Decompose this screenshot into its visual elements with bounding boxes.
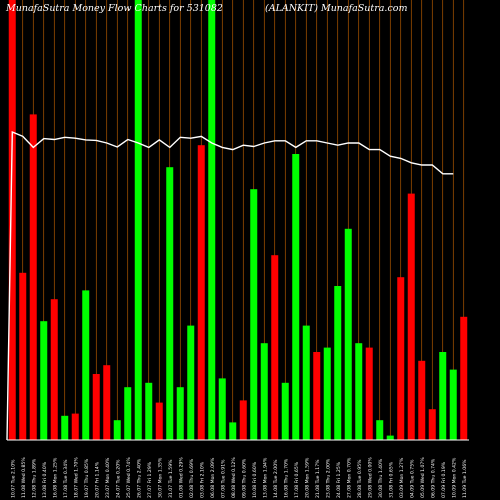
bar [40,321,48,440]
x-tick-label: 10.09 Mon 0.42% [451,457,457,498]
money-flow-line [6,130,454,441]
x-tick-label: 03.08 Fri 2.10% [199,461,205,498]
bar [355,343,363,440]
x-tick-label: 19.07 Thu 0.85% [84,458,90,498]
bar [418,360,426,440]
x-tick-label: 24.08 Fri 1.25% [336,461,342,498]
bar [155,402,163,440]
x-tick-label: 30.07 Mon 1.35% [157,457,163,498]
bars [8,0,468,441]
bar [428,409,436,440]
x-tick-label: 16.08 Mon 1.25% [52,457,58,498]
bar [61,415,69,440]
x-tick-label: 07.08 Tue 0.91% [220,459,226,498]
x-tick-label: 20.07 Fri 1.14% [94,461,100,498]
x-tick-label: 17.08 Fri 0.65% [294,461,300,498]
bar [250,189,258,440]
x-tick-label: 26.07 Thu 2.40% [136,458,142,498]
bar [323,347,331,440]
x-tick-label: 18.07 Wed 1.70% [73,457,79,498]
bar [449,369,457,440]
x-tick-label: 23.08 Thu 2.00% [325,458,331,498]
bar [82,290,90,440]
x-tick-label: 30.08 Thu 1.40% [378,458,384,498]
bar [124,387,132,440]
x-tick-label: 16.08 Thu 1.70% [283,458,289,498]
bar [229,422,237,440]
bar [302,325,310,440]
x-tick-label: 07.09 Fri 0.19% [441,461,447,498]
bar [113,420,121,440]
bar [71,413,79,440]
x-tick-label: 25.07 Wed 0.74% [126,457,132,498]
bar [166,167,174,440]
x-tick-label: 29.08 Wed 0.00% [367,457,373,498]
x-tick-label: 08.08 Wed 0.12% [231,457,237,498]
x-tick-label: 11.09 Tue 1.06% [462,459,468,498]
chart-title: MunafaSutra Money Flow Charts for 531082 [6,3,223,14]
bar [344,228,352,440]
bar [407,193,415,440]
x-tick-labels: 10.07 Tue 2.10% 11.08 Wed 0.85% 12.08 Thu … [10,457,468,498]
x-tick-label: 27.07 Fri 1.29% [147,461,153,498]
x-tick-label: 14.08 Tue 2.00% [273,459,279,498]
x-tick-label: 06.08 Mon 2.09% [210,457,216,498]
bar [460,316,468,440]
x-tick-label: 04.09 Tue 0.75% [409,459,415,498]
bar [92,374,100,440]
x-tick-label: 09.08 Thu 0.60% [241,458,247,498]
bar [397,277,405,440]
x-tick-label: 27.08 Mon 0.70% [346,457,352,498]
bar [197,145,205,440]
bar [29,114,37,441]
gridlines [11,0,465,440]
bar [239,400,247,440]
x-tick-label: 17.08 Tue 0.34% [63,459,69,498]
bar [50,299,58,440]
bar [176,387,184,440]
bar [334,286,342,440]
bar [208,0,216,440]
bar [8,0,16,440]
x-tick-label: 02.08 Thu 0.69% [189,458,195,498]
x-tick-label: 11.08 Wed 0.85% [21,457,27,498]
x-tick-label: 23.07 Mon 0.40% [105,457,111,498]
x-tick-label: 01.08 Wed 0.29% [178,457,184,498]
bar [292,154,300,440]
x-tick-label: 13.08 Mon 1.94% [262,457,268,498]
x-tick-label: 03.09 Mon 1.27% [399,457,405,498]
x-tick-label: 06.09 Thu 0.74% [430,458,436,498]
bar [376,420,384,440]
bar [218,378,226,440]
bar [271,255,279,440]
bar [386,435,394,440]
chart-site-title: (ALANKIT) MunafaSutra.com [265,3,408,14]
x-tick-label: 31.08 Fri 0.65% [388,461,394,498]
x-tick-label: 10.07 Tue 2.10% [10,459,16,498]
x-tick-label: 05.09 Wed 1.07% [420,457,426,498]
bar [145,382,153,440]
bar [103,365,111,440]
x-tick-label: 21.08 Tue 1.17% [315,459,321,498]
bar [281,382,289,440]
x-tick-label: 20.08 Mon 1.59% [304,457,310,498]
x-tick-label: 12.08 Thu 1.89% [31,458,37,498]
x-tick-label: 13.08 Fri 0.40% [42,461,48,498]
bar [365,347,373,440]
x-tick-label: 24.07 Tue 0.20% [115,459,121,498]
bar [313,352,321,440]
x-tick-label: 28.08 Tue 0.95% [357,459,363,498]
bar [260,343,268,440]
bar [439,352,447,440]
bar [134,0,142,440]
x-tick-label: 10.08 Fri 0.60% [252,461,258,498]
x-tick-label: 31.07 Tue 1.59% [168,459,174,498]
bar [19,272,27,440]
bar [187,325,195,440]
